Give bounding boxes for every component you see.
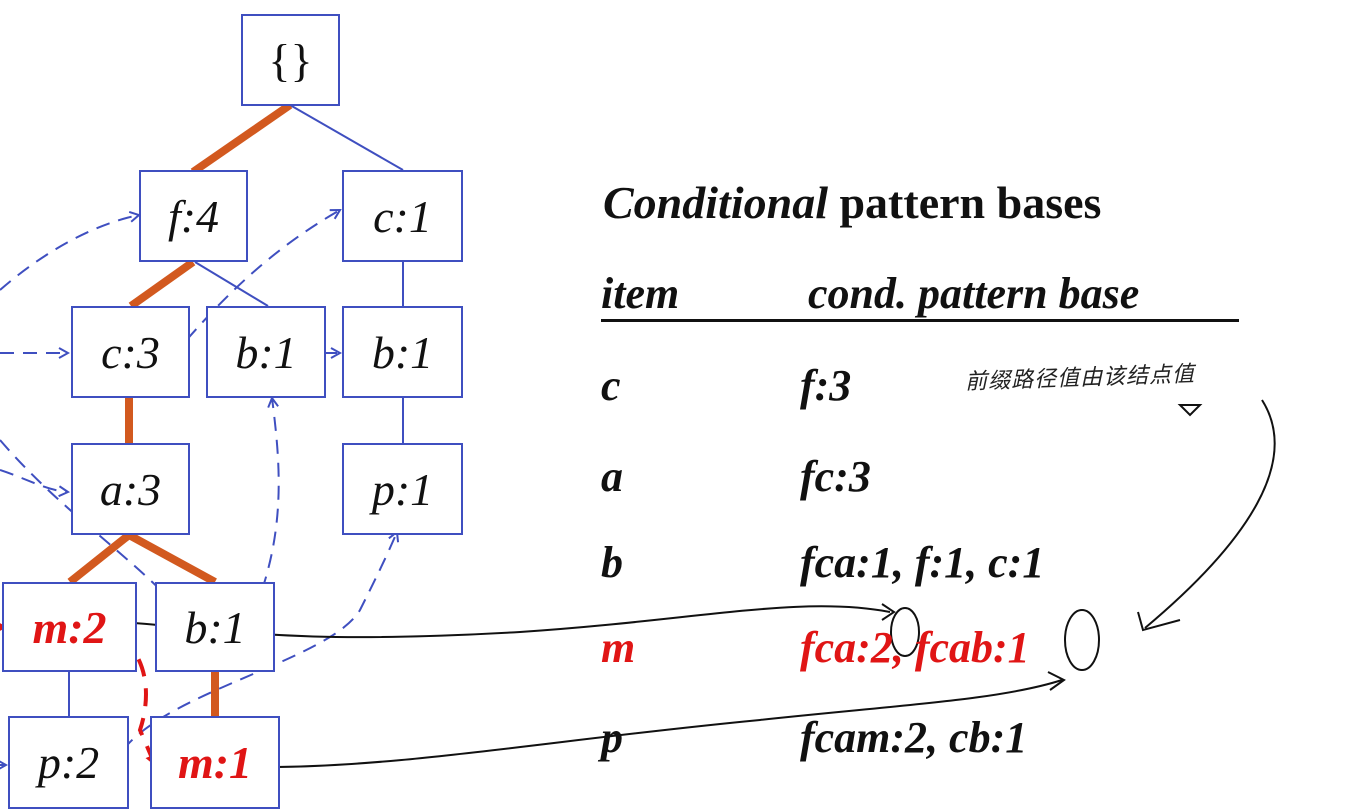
- tree-node-c1: c:1: [342, 170, 463, 262]
- col-header-base: cond. pattern base: [808, 269, 1140, 318]
- link-c3-c1: [171, 210, 340, 358]
- row-item: m: [601, 623, 636, 672]
- curve-m1-to-table: [257, 679, 1063, 769]
- edge-a3-m2-b1: [67, 530, 217, 586]
- link-b1low-b1: [261, 398, 280, 591]
- link-header-a: [0, 469, 68, 492]
- tree-node-b1-right: b:1: [342, 306, 463, 398]
- tree-node-f4: f:4: [139, 170, 248, 262]
- row-base: fca:1, f:1, c:1: [800, 538, 1045, 587]
- tree-node-p1: p:1: [342, 443, 463, 535]
- row-base: fca:2, fcab:1: [800, 623, 1030, 672]
- header-underline: [601, 319, 1239, 322]
- edge-f4-b1: [194, 261, 269, 307]
- row-item: b: [601, 538, 623, 587]
- edge-f4-c3: [128, 258, 196, 310]
- tree-node-b1-mid: b:1: [206, 306, 326, 398]
- underline-note: [1177, 404, 1203, 417]
- link-p2-p1: [122, 532, 397, 751]
- row-item: c: [601, 361, 621, 410]
- node-links: [0, 210, 397, 765]
- row-base: f:3: [800, 361, 852, 410]
- edge-root-f4: [190, 101, 293, 176]
- row-item: p: [601, 713, 623, 762]
- curve-note-to-1: [1144, 399, 1276, 629]
- tree-node-m2: m:2: [2, 582, 137, 672]
- tree-node-m1: m:1: [150, 716, 280, 809]
- tree-edges: [68, 104, 404, 716]
- tree-node-root: {}: [241, 14, 340, 106]
- table-title: Conditional pattern bases: [603, 176, 1101, 229]
- circle-table-2: [890, 607, 920, 657]
- tree-node-a3: a:3: [71, 443, 190, 535]
- circle-table-1: [1064, 609, 1100, 671]
- tree-node-b1-low: b:1: [155, 582, 275, 672]
- tree-node-c3: c:3: [71, 306, 190, 398]
- title-rest: pattern bases: [827, 177, 1102, 228]
- edge-root-c1: [289, 104, 404, 171]
- row-base: fcam:2, cb:1: [800, 713, 1028, 762]
- title-italic: Conditional: [603, 177, 828, 228]
- tree-node-p2: p:2: [8, 716, 129, 809]
- row-item: a: [601, 452, 623, 501]
- row-base: fc:3: [800, 452, 871, 501]
- highlighted-path-edges: [67, 101, 293, 716]
- link-header-f: [0, 215, 139, 291]
- col-header-item: item: [601, 269, 680, 318]
